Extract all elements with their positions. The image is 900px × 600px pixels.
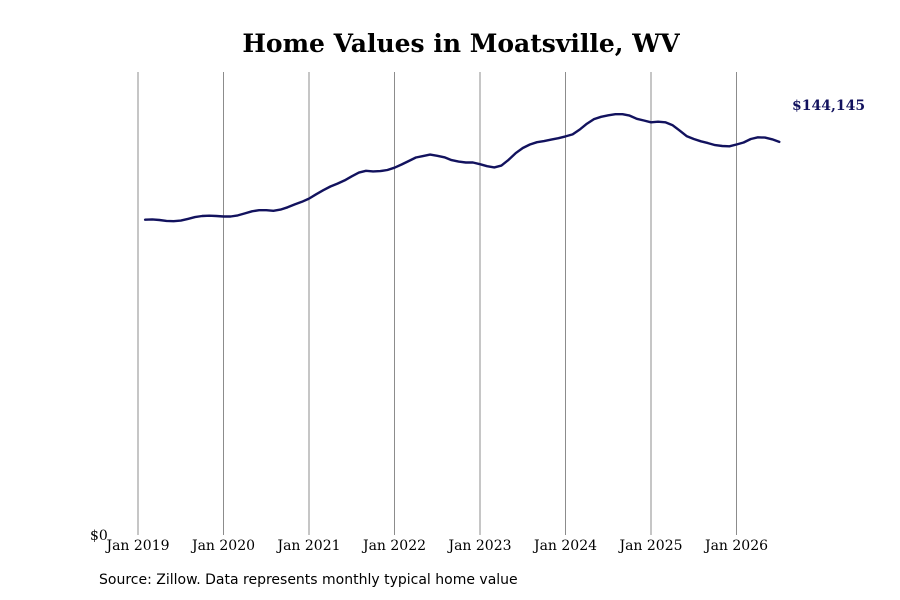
y-axis-ticks: $0 <box>90 528 108 544</box>
x-tick-label: Jan 2022 <box>361 538 426 554</box>
x-tick-label: Jan 2020 <box>190 538 255 554</box>
y-tick-label: $0 <box>90 528 108 544</box>
source-note: Source: Zillow. Data represents monthly … <box>99 572 518 588</box>
x-tick-label: Jan 2026 <box>703 538 768 554</box>
series-layer: $144,145 <box>143 98 865 223</box>
x-tick-label: Jan 2021 <box>275 538 340 554</box>
chart-title: Home Values in Moatsville, WV <box>242 29 680 58</box>
home-value-line <box>143 113 781 223</box>
x-tick-label: Jan 2019 <box>104 538 169 554</box>
x-axis-ticks: Jan 2019 Jan 2020 Jan 2021 Jan 2022 Jan 2023… <box>104 538 768 554</box>
x-tick-label: Jan 2023 <box>446 538 511 554</box>
latest-value-label: $144,145 <box>792 98 865 114</box>
gridlines <box>137 72 737 535</box>
x-tick-label: Jan 2024 <box>532 538 597 554</box>
x-tick-label: Jan 2025 <box>617 538 682 554</box>
